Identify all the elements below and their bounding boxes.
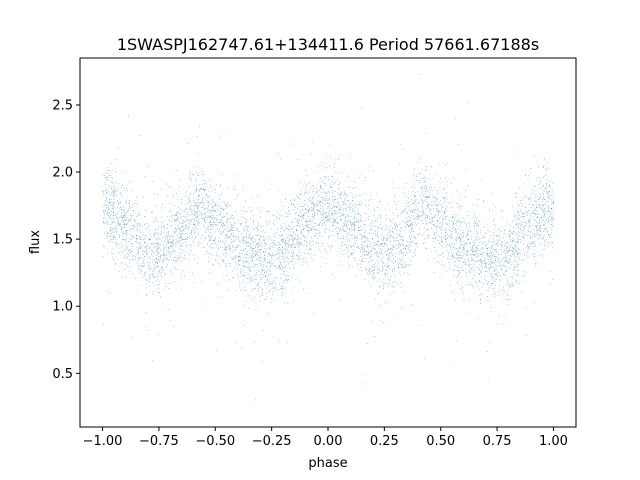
x-tick-label: 0.50 [426,434,455,449]
x-tick-label: 0.75 [483,434,512,449]
x-tick-label: −1.00 [83,434,123,449]
y-tick-label: 1.5 [52,233,73,248]
x-tick-label: 0.25 [370,434,399,449]
y-axis-label: flux [28,230,43,254]
y-axis: 0.5 1.0 1.5 2.0 2.5 [52,98,80,382]
x-tick-label: 0.00 [314,434,343,449]
x-tick-label: −0.50 [195,434,235,449]
x-axis: −1.00 −0.75 −0.50 −0.25 0.00 0.25 0.50 0.75 1.00 [83,427,568,449]
y-tick-label: 0.5 [52,367,73,382]
y-tick-label: 2.5 [52,98,73,113]
x-axis-label: phase [308,456,347,471]
x-tick-label: −0.75 [139,434,179,449]
chart-title: 1SWASPJ162747.61+134411.6 Period 57661.6… [117,35,539,54]
x-tick-label: −0.25 [252,434,292,449]
y-tick-label: 2.0 [52,166,73,181]
y-tick-label: 1.0 [52,300,73,315]
x-tick-label: 1.00 [539,434,568,449]
